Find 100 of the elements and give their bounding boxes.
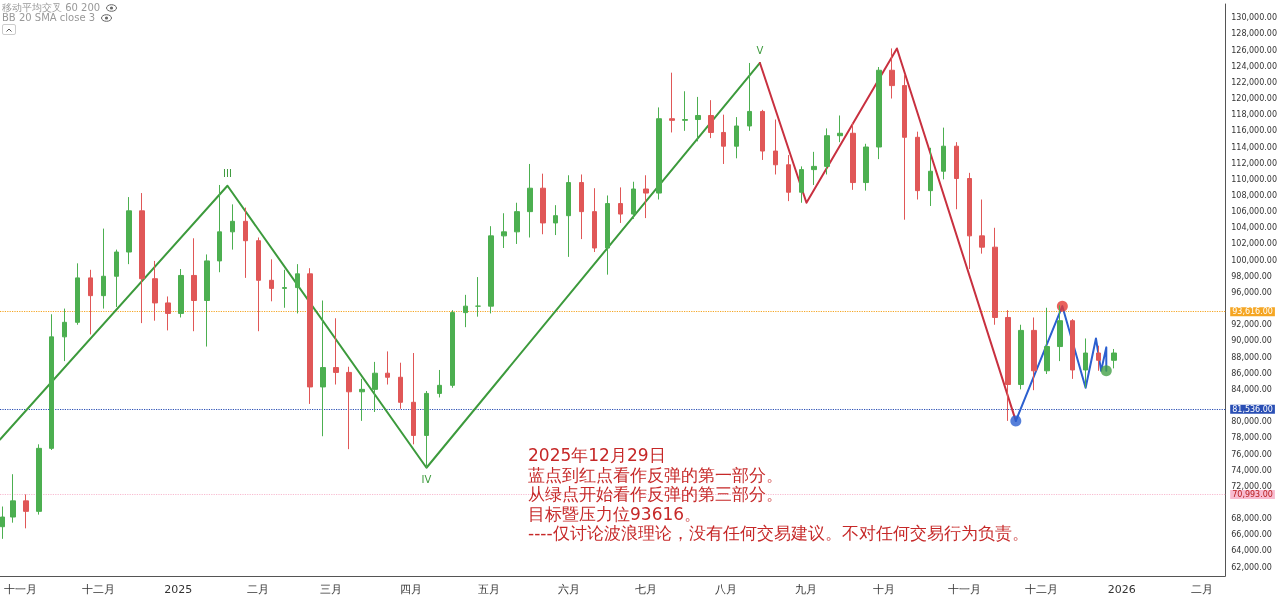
ref-line-label: 70,993.00 [1232, 489, 1273, 499]
candlestick [669, 72, 675, 133]
annotation: 目标暨压力位93616。 [528, 503, 703, 524]
annotation: 2025年12月29日 [528, 445, 667, 466]
candlestick [398, 362, 403, 410]
annotation: III [223, 168, 232, 180]
y-tick-label: 124,000.00 [1231, 61, 1278, 71]
candlestick [643, 174, 649, 219]
candlestick [307, 267, 313, 405]
candlestick [101, 228, 106, 310]
candlestick [1083, 337, 1088, 389]
ref-line-label: 81,536.00 [1232, 404, 1273, 414]
y-tick-label: 92,000.00 [1231, 320, 1272, 330]
candlestick [501, 212, 507, 249]
candlestick [256, 236, 261, 332]
y-tick-label: 104,000.00 [1231, 223, 1278, 233]
line-series [0, 61, 761, 469]
candlestick [424, 390, 429, 469]
annotation: 从绿点开始看作反弹的第三部分。 [528, 484, 784, 505]
candlestick [876, 66, 882, 160]
x-tick-label: 二月 [1190, 583, 1213, 596]
candlestick [333, 317, 339, 386]
candlestick [760, 109, 765, 161]
candlestick [1096, 345, 1101, 372]
x-tick-label: 2025 [164, 583, 193, 596]
candlestick [682, 90, 688, 132]
candlestick [282, 269, 287, 309]
candlestick [786, 154, 791, 202]
candlestick [1031, 316, 1037, 391]
candlestick [1044, 307, 1050, 375]
candlestick [721, 114, 726, 165]
candlestick [695, 96, 701, 142]
candlestick [488, 225, 494, 314]
candlestick [837, 114, 843, 143]
x-tick-label: 九月 [795, 583, 818, 596]
y-tick-label: 130,000.00 [1231, 13, 1278, 23]
candlestick [165, 295, 171, 331]
point [1056, 300, 1068, 312]
candlestick [62, 308, 67, 362]
candlestick [824, 127, 830, 175]
y-tick-label: 100,000.00 [1231, 255, 1278, 265]
y-tick-label: 64,000.00 [1231, 546, 1272, 556]
annotation: 蓝点到红点看作反弹的第一部分。 [528, 464, 784, 485]
candlestick [346, 366, 352, 450]
y-tick-label: 126,000.00 [1231, 45, 1278, 55]
candlestick [605, 194, 610, 276]
candlestick [0, 506, 5, 540]
candlestick [863, 143, 869, 192]
candlestick [372, 361, 378, 413]
candlestick [36, 443, 42, 516]
x-tick-label: 五月 [477, 583, 500, 596]
candlestick [967, 172, 972, 270]
x-tick-label: 四月 [399, 583, 422, 596]
x-tick-label: 2026 [1107, 583, 1136, 596]
candlestick [514, 202, 520, 245]
candlestick [708, 99, 714, 139]
y-tick-label: 68,000.00 [1231, 514, 1272, 524]
x-tick-label: 三月 [319, 583, 342, 596]
x-tick-label: 六月 [557, 583, 580, 596]
y-tick-label: 88,000.00 [1231, 352, 1272, 362]
y-tick-label: 114,000.00 [1231, 142, 1278, 152]
candlestick [230, 203, 235, 251]
candlestick [450, 309, 455, 389]
y-tick-label: 96,000.00 [1231, 287, 1272, 297]
y-tick-label: 110,000.00 [1231, 174, 1278, 184]
y-tick-label: 80,000.00 [1231, 417, 1272, 427]
candlestick [152, 260, 158, 322]
candlestick [773, 119, 778, 175]
candlestick [592, 187, 597, 253]
x-tick-label: 七月 [635, 583, 658, 596]
x-tick-label: 十月 [873, 583, 895, 596]
annotation: V [756, 45, 764, 57]
candlestick [902, 73, 907, 221]
candlestick [811, 151, 817, 186]
x-tick-label: 十一月 [4, 583, 38, 596]
candlestick [1018, 324, 1024, 390]
candlestick [527, 163, 533, 238]
candlestick [540, 173, 546, 235]
candlestick [889, 47, 895, 100]
candlestick [618, 186, 623, 224]
annotation: 移动平均交叉 60 200 [2, 1, 101, 14]
y-tick-label: 90,000.00 [1231, 336, 1272, 346]
candlestick [734, 116, 739, 159]
candlestick [191, 237, 197, 332]
y-tick-label: 122,000.00 [1231, 77, 1278, 87]
candlestick [23, 493, 29, 529]
x-tick-label: 二月 [247, 583, 270, 596]
candlestick [475, 276, 481, 318]
annotation: IV [421, 474, 432, 486]
candlestick [579, 173, 584, 240]
candlestick [359, 378, 365, 422]
candlestick [992, 227, 998, 326]
candlestick [217, 184, 222, 273]
point [1100, 365, 1112, 377]
y-tick-label: 128,000.00 [1231, 29, 1278, 39]
candlestick [10, 473, 16, 524]
candlestick [385, 350, 390, 386]
x-tick-label: 十一月 [947, 583, 981, 596]
y-tick-label: 78,000.00 [1231, 433, 1272, 443]
candlestick [437, 369, 442, 398]
